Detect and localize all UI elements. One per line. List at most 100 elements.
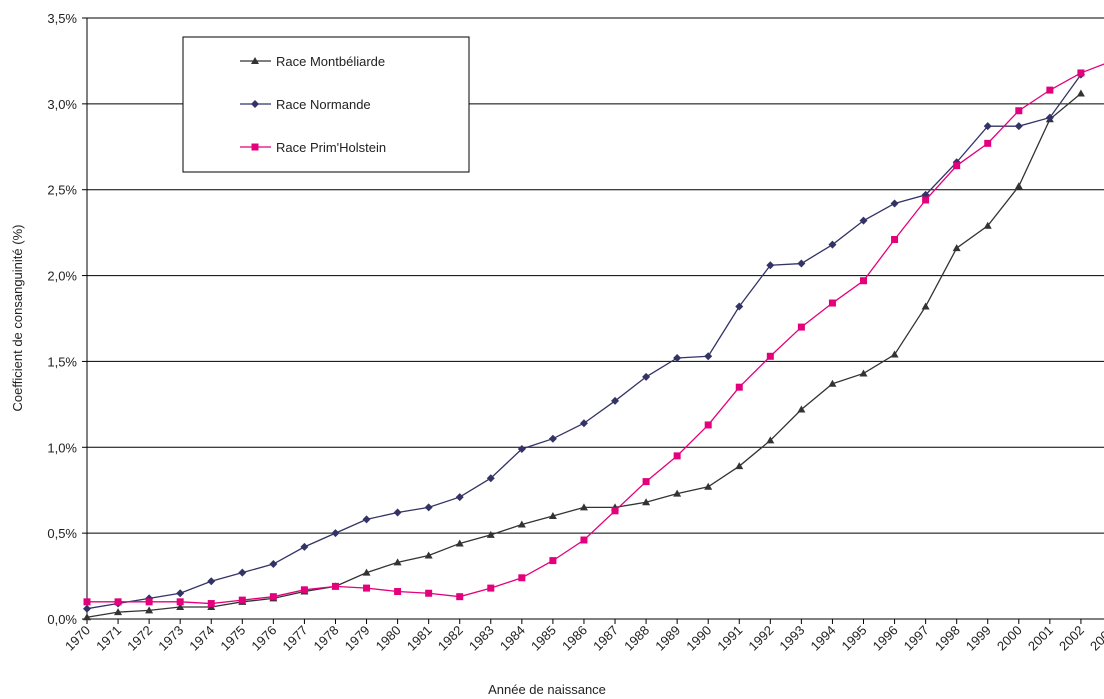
marker (176, 589, 185, 598)
x-tick-label: 1977 (279, 623, 310, 654)
plot-series (83, 63, 1104, 621)
legend-marker (251, 143, 259, 151)
marker (424, 551, 433, 559)
marker (642, 478, 650, 486)
marker (983, 221, 992, 229)
x-tick-label: 2003 (1087, 623, 1104, 654)
marker (1076, 89, 1085, 97)
y-tick-label: 1,0% (47, 440, 77, 455)
x-tick-label: 1970 (62, 623, 93, 654)
y-tick-label: 3,5% (47, 11, 77, 26)
marker (735, 462, 744, 470)
x-tick-label: 1981 (404, 623, 435, 654)
y-tick-label: 1,5% (47, 354, 77, 369)
x-tick-label: 1979 (342, 623, 373, 654)
marker (269, 593, 277, 601)
marker (642, 372, 651, 381)
marker (735, 302, 744, 311)
marker (269, 560, 278, 569)
marker (922, 196, 930, 204)
y-tick-label: 2,5% (47, 183, 77, 198)
marker (518, 574, 526, 582)
y-tick-label: 3,0% (47, 97, 77, 112)
x-tick-label: 1996 (870, 623, 901, 654)
marker (300, 586, 308, 594)
marker (425, 589, 433, 597)
marker (1046, 86, 1054, 94)
x-tick-label: 1999 (963, 623, 994, 654)
x-tick-label: 1982 (435, 623, 466, 654)
y-tick-label: 0,0% (47, 612, 77, 627)
legend-marker (251, 100, 259, 108)
marker (611, 396, 620, 405)
x-tick-label: 1990 (683, 623, 714, 654)
marker (828, 240, 837, 249)
marker (890, 199, 899, 208)
marker (890, 350, 899, 358)
legend-label: Race Montbéliarde (276, 54, 385, 69)
marker (300, 542, 309, 551)
marker (176, 602, 185, 610)
marker (549, 557, 557, 565)
x-tick-label: 1976 (248, 623, 279, 654)
marker (176, 598, 184, 606)
marker (828, 299, 836, 307)
marker (1014, 182, 1023, 190)
x-tick-label: 2000 (994, 623, 1025, 654)
x-tick-label: 2001 (1025, 623, 1056, 654)
x-axis-title: Année de naissance (488, 682, 606, 697)
x-tick-label: 1975 (217, 623, 248, 654)
marker (145, 598, 153, 606)
x-tick-label: 1984 (497, 623, 528, 654)
x-tick-label: 1993 (776, 623, 807, 654)
y-axis-title: Coefficient de consanguinité (%) (10, 225, 25, 412)
x-tick-label: 1992 (745, 623, 776, 654)
x-tick-label: 1994 (808, 623, 839, 654)
marker (455, 493, 464, 502)
marker (455, 539, 464, 547)
x-tick-label: 1995 (839, 623, 870, 654)
x-tick-label: 1986 (559, 623, 590, 654)
marker (1045, 113, 1054, 122)
x-tick-label: 1985 (528, 623, 559, 654)
marker (704, 352, 713, 361)
x-tick-label: 1974 (186, 623, 217, 654)
marker (580, 536, 588, 544)
x-tick-label: 1973 (155, 623, 186, 654)
marker (548, 434, 557, 443)
marker (83, 613, 91, 621)
x-tick-label: 1978 (311, 623, 342, 654)
marker (828, 379, 837, 387)
marker (766, 352, 774, 360)
marker (953, 162, 961, 170)
x-tick-label: 1971 (93, 623, 124, 654)
x-tick-label: 1997 (901, 623, 932, 654)
marker (331, 582, 339, 590)
marker (393, 508, 402, 517)
marker (548, 511, 557, 519)
marker (238, 568, 247, 577)
marker (238, 596, 246, 604)
marker (797, 259, 806, 268)
marker (1014, 122, 1023, 131)
marker (456, 593, 464, 601)
x-tick-label: 1983 (466, 623, 497, 654)
y-tick-label: 2,0% (47, 269, 77, 284)
marker (394, 588, 402, 596)
x-tick-label: 1998 (932, 623, 963, 654)
legend-marker (251, 57, 259, 64)
x-tick-label: 1989 (652, 623, 683, 654)
marker (362, 515, 371, 524)
x-tick-label: 2002 (1056, 623, 1087, 654)
marker (424, 503, 433, 512)
marker (673, 452, 681, 460)
marker (517, 520, 526, 528)
marker (363, 584, 371, 592)
marker (642, 498, 651, 506)
legend-box (182, 36, 470, 173)
legend-label: Race Normande (276, 97, 371, 112)
marker (114, 608, 123, 616)
marker (362, 568, 371, 576)
marker (487, 584, 495, 592)
